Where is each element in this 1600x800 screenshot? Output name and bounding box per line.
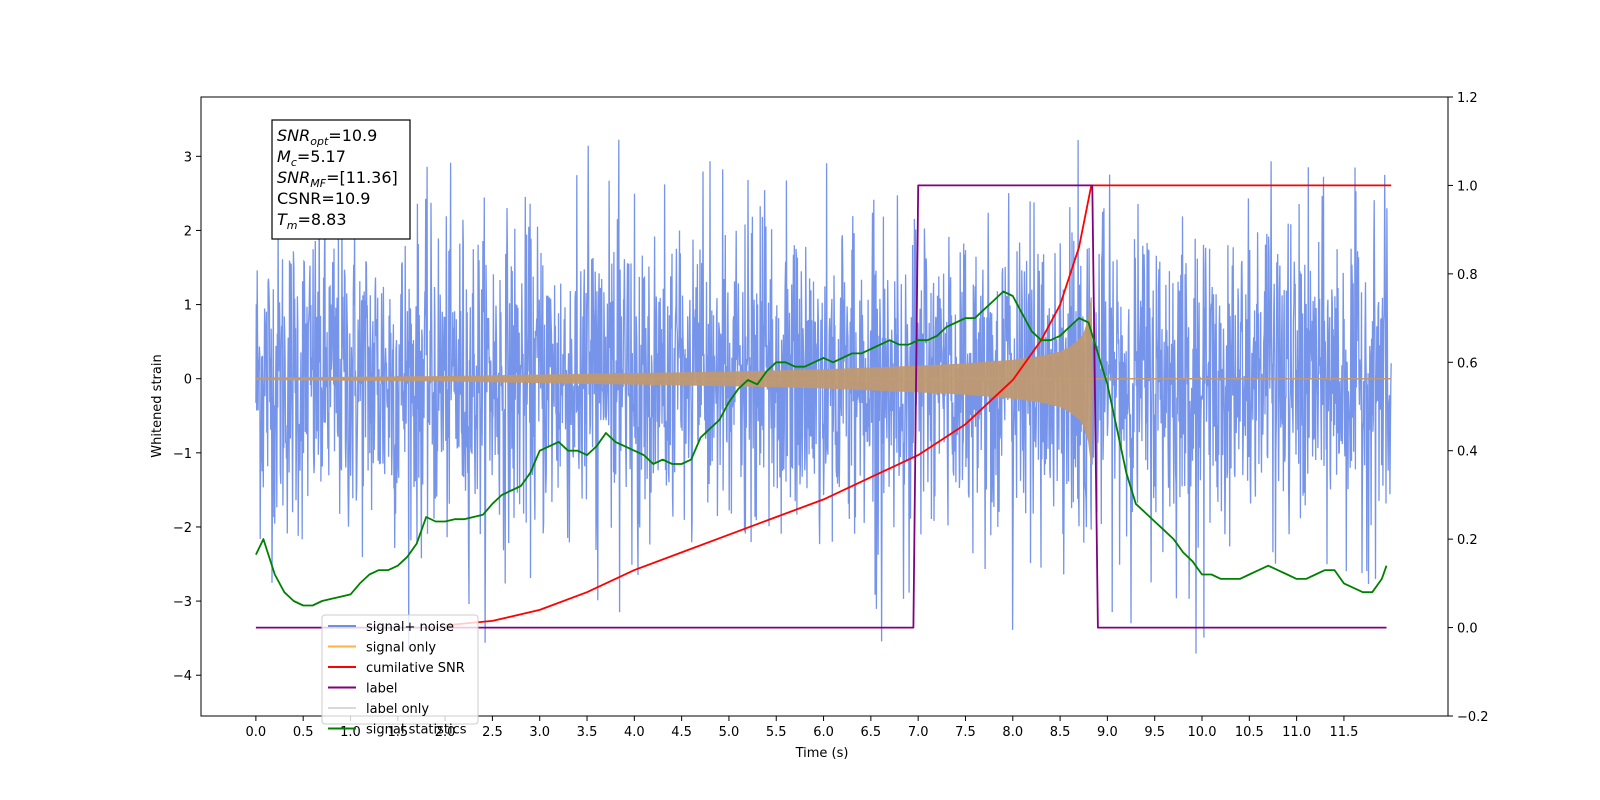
legend-frame	[321, 614, 479, 725]
legend-label: signal+ noise	[366, 620, 454, 635]
y-tick-label: −3	[173, 595, 192, 610]
x-tick-label: 4.5	[671, 725, 692, 740]
y-tick-label: 3	[184, 150, 192, 165]
x-tick-label: 0.5	[293, 725, 314, 740]
y-axis-label: Whitened strain	[150, 354, 165, 457]
x-tick-label: 3.0	[529, 725, 550, 740]
x-tick-label: 10.5	[1235, 725, 1264, 740]
x-tick-label: 11.0	[1282, 725, 1311, 740]
legend-label: label	[366, 682, 397, 697]
info-line: CSNR=10.9	[277, 189, 370, 208]
series-cumilative-snr-line	[445, 184, 1392, 627]
info-box-frame	[271, 119, 411, 240]
legend: signal+ noise signal only cumilative SNR la…	[321, 614, 479, 738]
y-tick-label: −1	[173, 447, 192, 462]
y2-tick-label: 0.8	[1457, 268, 1478, 283]
x-tick-label: 2.5	[482, 725, 503, 740]
x-tick-label: 10.0	[1188, 725, 1217, 740]
x-tick-label: 6.0	[813, 725, 834, 740]
info-box: SNRopt=10.9Mc=5.17SNRMF=[11.36]CSNR=10.9…	[271, 119, 411, 240]
x-tick-label: 5.5	[766, 725, 787, 740]
info-line: SNRMF=[11.36]	[277, 168, 398, 190]
y2-tick-label: 0.2	[1457, 533, 1478, 548]
y2-tick-label: 1.2	[1457, 91, 1478, 106]
legend-label: signal only	[366, 641, 436, 656]
x-tick-label: 3.5	[577, 725, 598, 740]
x-tick-label: 7.0	[908, 725, 929, 740]
x-tick-label: 5.0	[719, 725, 740, 740]
y-tick-label: 0	[184, 373, 192, 388]
legend-label: signal statistics	[366, 723, 467, 738]
x-tick-label: 1.0	[340, 725, 361, 740]
x-tick-label: 0.0	[246, 725, 267, 740]
x-tick-label: 9.5	[1144, 725, 1165, 740]
y-tick-label: 2	[184, 224, 192, 239]
y-tick-label: −4	[173, 669, 192, 684]
info-line: Mc=5.17	[277, 147, 346, 169]
y2-tick-label: 0.6	[1457, 356, 1478, 371]
legend-label: label only	[366, 702, 429, 717]
x-tick-label: 9.0	[1097, 725, 1118, 740]
info-line: SNRopt=10.9	[277, 126, 377, 148]
y-axis-right: −0.2 0.0 0.2 0.4 0.6 0.8 1.0 1.2	[1448, 91, 1489, 725]
x-tick-label: 6.5	[861, 725, 882, 740]
y2-tick-label: −0.2	[1457, 710, 1489, 725]
x-tick-label: 1.5	[387, 725, 408, 740]
y-tick-label: 1	[184, 299, 192, 314]
legend-label: cumilative SNR	[366, 661, 465, 676]
x-tick-label: 7.5	[955, 725, 976, 740]
series-signal-statistics-line	[255, 290, 1388, 607]
x-tick-label: 2.0	[435, 725, 456, 740]
series-layer	[255, 139, 1392, 654]
x-tick-label: 8.5	[1050, 725, 1071, 740]
y2-tick-label: 1.0	[1457, 179, 1478, 194]
x-axis-label: Time (s)	[795, 746, 849, 761]
y2-tick-label: 0.4	[1457, 445, 1478, 460]
x-tick-label: 11.5	[1329, 725, 1358, 740]
x-tick-label: 4.0	[624, 725, 645, 740]
x-tick-label: 8.0	[1002, 725, 1023, 740]
y-tick-label: −2	[173, 521, 192, 536]
info-line: Tm=8.83	[277, 210, 347, 232]
series-label-line	[255, 184, 1387, 629]
series-signal-noise-line	[255, 139, 1392, 654]
y-axis-left: −4 −3 −2 −1 0 1 2 3	[173, 150, 201, 684]
plot-frame	[200, 96, 1449, 717]
y2-tick-label: 0.0	[1457, 622, 1478, 637]
